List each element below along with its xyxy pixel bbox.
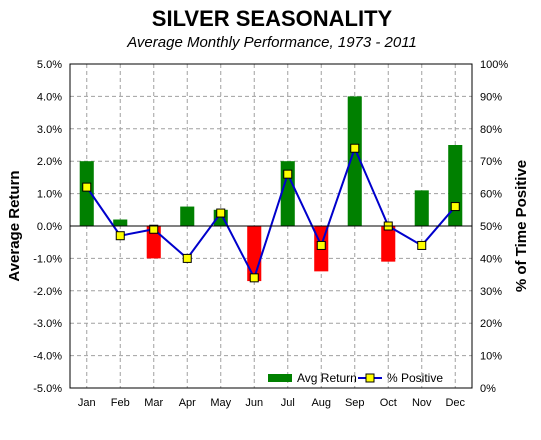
marker-nov: [417, 240, 427, 250]
legend-label-avg-return: Avg Return: [297, 371, 357, 385]
legend: Avg Return % Positive: [268, 371, 443, 385]
y-right-tick-label: 70%: [480, 156, 502, 168]
marker-jun: [249, 273, 259, 283]
x-tick-label: Dec: [445, 397, 465, 409]
x-tick-label: Jan: [78, 397, 96, 409]
y-left-tick-label: 5.0%: [37, 59, 62, 71]
marker-sep: [350, 143, 360, 153]
marker-aug: [316, 240, 326, 250]
legend-label-pct-positive: % Positive: [387, 371, 443, 385]
marker-mar: [149, 224, 159, 234]
chart-title: SILVER SEASONALITY: [152, 6, 393, 31]
x-tick-label: Sep: [345, 397, 365, 409]
bar-sep: [347, 96, 362, 227]
y-left-tick-label: 3.0%: [37, 124, 62, 136]
bar-apr: [180, 206, 195, 226]
y-right-tick-label: 20%: [480, 318, 502, 330]
line-series-pct-positive: [82, 143, 460, 283]
bar-jan: [79, 161, 94, 226]
legend-marker-pct-positive: [365, 373, 375, 383]
marker-may: [216, 208, 226, 218]
y-right-axis-title: % of Time Positive: [513, 160, 530, 292]
x-tick-label: Aug: [311, 397, 331, 409]
x-tick-label: Feb: [111, 397, 130, 409]
x-tick-label: Mar: [144, 397, 163, 409]
y-right-tick-label: 10%: [480, 351, 502, 363]
tick-labels: -5.0% -4.0% -3.0% -2.0% -1.0% 0.0% 1.0% 2.0% 3.0…: [33, 59, 508, 409]
bar-jun: [247, 226, 262, 282]
bar-dec: [448, 145, 463, 226]
y-right-tick-label: 40%: [480, 253, 502, 265]
bar-mar: [146, 226, 161, 259]
plot-frame: [69, 63, 473, 389]
y-left-tick-label: 2.0%: [37, 156, 62, 168]
marker-jan: [82, 182, 92, 192]
chart-subtitle: Average Monthly Performance, 1973 - 2011: [126, 34, 417, 51]
bar-nov: [414, 190, 429, 226]
y-left-axis-title: Average Return: [6, 170, 23, 281]
y-left-tick-label: 1.0%: [37, 189, 62, 201]
x-tick-label: Apr: [179, 397, 196, 409]
y-left-tick-label: -4.0%: [33, 351, 62, 363]
x-tick-label: Jul: [281, 397, 295, 409]
marker-apr: [182, 253, 192, 263]
y-left-tick-label: 0.0%: [37, 221, 62, 233]
x-tick-label: Oct: [380, 397, 397, 409]
y-right-tick-label: 100%: [480, 59, 508, 71]
y-right-tick-label: 0%: [480, 383, 496, 395]
y-right-tick-label: 50%: [480, 221, 502, 233]
y-left-tick-label: -2.0%: [33, 286, 62, 298]
bar-oct: [381, 226, 396, 262]
axes: [69, 63, 473, 389]
y-left-tick-label: 4.0%: [37, 91, 62, 103]
marker-dec: [450, 202, 460, 212]
y-right-tick-label: 30%: [480, 286, 502, 298]
y-left-tick-label: -1.0%: [33, 253, 62, 265]
y-right-tick-label: 60%: [480, 189, 502, 201]
x-tick-label: Nov: [412, 397, 432, 409]
marker-jul: [283, 169, 293, 179]
bar-feb: [113, 219, 128, 226]
bar-series-avg-return: [79, 96, 463, 282]
x-tick-label: May: [210, 397, 231, 409]
y-right-tick-label: 90%: [480, 91, 502, 103]
x-tick-label: Jun: [245, 397, 263, 409]
y-left-tick-label: -3.0%: [33, 318, 62, 330]
y-left-tick-label: -5.0%: [33, 383, 62, 395]
legend-swatch-avg-return: [268, 374, 292, 382]
y-right-tick-label: 80%: [480, 124, 502, 136]
marker-feb: [115, 231, 125, 241]
